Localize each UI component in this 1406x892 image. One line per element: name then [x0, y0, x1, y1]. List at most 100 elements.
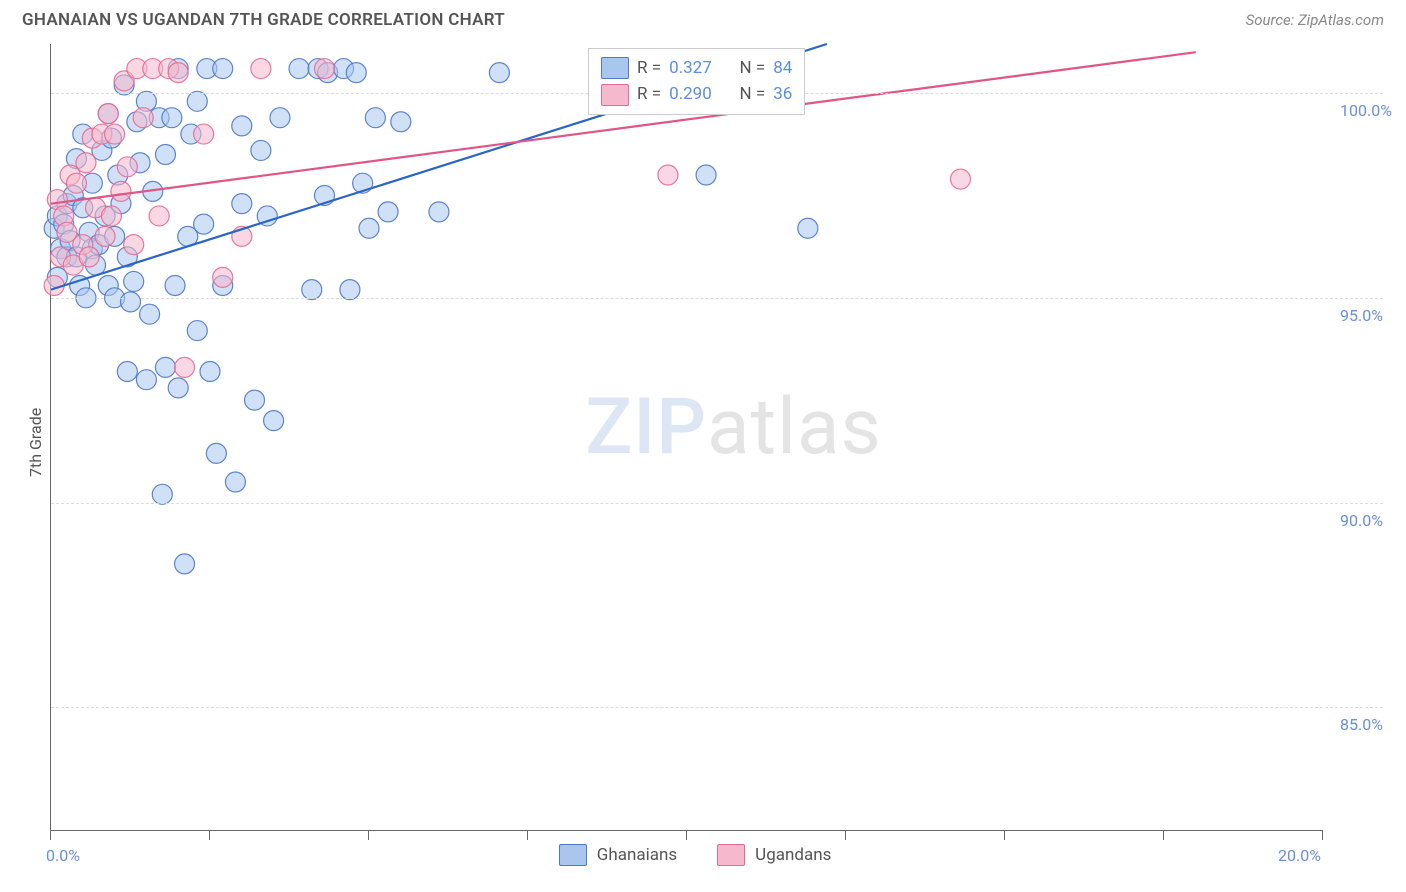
x-tick: [50, 830, 51, 840]
data-point: [194, 214, 214, 234]
data-point: [489, 63, 509, 83]
y-axis-label: 7th Grade: [26, 408, 45, 477]
data-point: [124, 271, 144, 291]
legend-r-label: R =: [637, 55, 661, 81]
data-point: [270, 108, 290, 128]
legend-r-label: R =: [637, 81, 661, 107]
data-point: [658, 165, 678, 185]
legend-swatch: [559, 844, 587, 866]
x-tick: [527, 830, 528, 840]
data-point: [346, 63, 366, 83]
data-point: [314, 59, 334, 79]
data-point: [149, 206, 169, 226]
y-tick-label: 100.0%: [1340, 101, 1392, 120]
x-tick: [1163, 830, 1164, 840]
x-tick: [209, 830, 210, 840]
legend-item: Ugandans: [717, 844, 831, 866]
data-point: [213, 59, 233, 79]
data-point: [798, 218, 818, 238]
data-point: [206, 443, 226, 463]
data-point: [200, 362, 220, 382]
data-point: [187, 91, 207, 111]
gridline: [51, 503, 1383, 504]
data-point: [95, 226, 115, 246]
data-point: [187, 321, 207, 341]
data-point: [225, 472, 245, 492]
legend-n-label: N =: [731, 55, 765, 81]
data-point: [251, 140, 271, 160]
data-point: [429, 202, 449, 222]
data-point: [76, 153, 96, 173]
x-tick: [686, 830, 687, 840]
data-point: [696, 165, 716, 185]
legend-n-value: 84: [773, 55, 792, 81]
data-point: [124, 235, 144, 255]
legend-item: Ghanaians: [559, 844, 677, 866]
x-tick: [368, 830, 369, 840]
data-point: [213, 267, 233, 287]
data-point: [140, 304, 160, 324]
legend-stats-row: R = 0.327 N = 84: [601, 55, 792, 81]
legend-r-value: 0.290: [669, 81, 723, 107]
data-point: [155, 145, 175, 165]
data-point: [98, 104, 118, 124]
legend-series-name: Ghanaians: [597, 845, 677, 865]
data-point: [121, 292, 141, 312]
data-point: [264, 411, 284, 431]
data-point: [168, 63, 188, 83]
data-point: [152, 484, 172, 504]
data-point: [340, 280, 360, 300]
data-point: [175, 357, 195, 377]
legend-n-label: N =: [731, 81, 765, 107]
data-point: [79, 247, 99, 267]
chart-header: GHANAIAN VS UGANDAN 7TH GRADE CORRELATIO…: [0, 0, 1406, 40]
data-point: [365, 108, 385, 128]
data-point: [194, 124, 214, 144]
data-point: [165, 276, 185, 296]
legend-series-name: Ugandans: [755, 845, 831, 865]
data-point: [66, 173, 86, 193]
data-point: [232, 194, 252, 214]
data-point: [378, 202, 398, 222]
plot-area: ZIPatlas: [50, 44, 1323, 831]
chart-svg: [51, 44, 1323, 830]
x-tick: [1004, 830, 1005, 840]
data-point: [136, 370, 156, 390]
data-point: [168, 378, 188, 398]
series-legend: Ghanaians Ugandans: [559, 844, 832, 866]
data-point: [289, 59, 309, 79]
source-label: Source: ZipAtlas.com: [1246, 11, 1384, 29]
data-point: [117, 362, 137, 382]
y-tick-label: 90.0%: [1340, 511, 1383, 530]
x-tick-label: 20.0%: [1278, 846, 1321, 865]
legend-swatch: [601, 57, 629, 79]
data-point: [391, 112, 411, 132]
stats-legend: R = 0.327 N = 84 R = 0.290 N = 36: [588, 48, 805, 115]
x-tick: [1322, 830, 1323, 840]
data-point: [101, 206, 121, 226]
data-point: [251, 59, 271, 79]
y-tick-label: 95.0%: [1340, 306, 1383, 325]
data-point: [359, 218, 379, 238]
gridline: [51, 298, 1383, 299]
chart-title: GHANAIAN VS UGANDAN 7TH GRADE CORRELATIO…: [22, 10, 505, 30]
legend-stats-row: R = 0.290 N = 36: [601, 81, 792, 107]
data-point: [162, 108, 182, 128]
y-tick-label: 85.0%: [1340, 715, 1383, 734]
data-point: [175, 554, 195, 574]
legend-swatch: [717, 844, 745, 866]
legend-r-value: 0.327: [669, 55, 723, 81]
data-point: [155, 357, 175, 377]
x-tick: [845, 830, 846, 840]
gridline: [51, 707, 1383, 708]
data-point: [111, 181, 131, 201]
legend-n-value: 36: [773, 81, 792, 107]
data-point: [133, 108, 153, 128]
x-tick-label: 0.0%: [46, 846, 80, 865]
data-point: [245, 390, 265, 410]
data-point: [105, 124, 125, 144]
legend-swatch: [601, 84, 629, 106]
data-point: [302, 280, 322, 300]
data-point: [117, 157, 137, 177]
data-point: [950, 169, 970, 189]
